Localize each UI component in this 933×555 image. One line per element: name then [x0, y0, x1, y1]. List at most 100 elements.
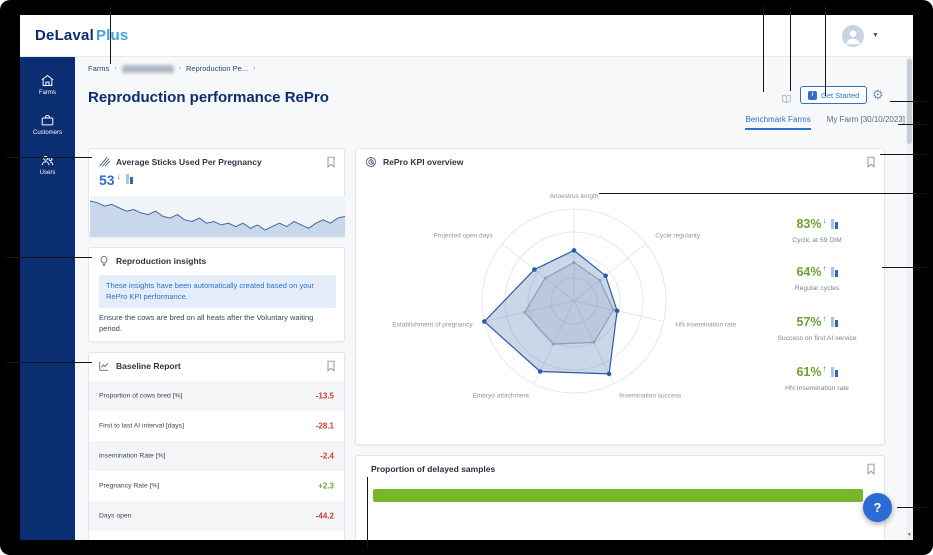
bookmark-icon[interactable] [866, 155, 876, 173]
card-header: Average Sticks Used Per Pregnancy [89, 149, 344, 173]
baseline-delta: -28.1 [315, 421, 334, 431]
svg-text:Embryo attachment: Embryo attachment [473, 393, 530, 400]
trend-down-icon: ↓ [822, 216, 827, 225]
kpi-value: 83% [796, 217, 822, 231]
tab-my-farm[interactable]: My Farm [30/10/2023] [826, 115, 905, 124]
delaval-plus-app-window: DeLaval Plus ▼ Farms Customers Users Farm… [20, 15, 913, 540]
chevron-down-icon[interactable]: ▼ [872, 32, 879, 39]
svg-text:Anoestrus length: Anoestrus length [550, 193, 599, 200]
delayed-samples-card: Proportion of delayed samples [355, 455, 885, 540]
card-title: Proportion of delayed samples [371, 464, 496, 474]
bookmark-icon[interactable] [326, 155, 336, 173]
callout-line [6, 362, 92, 363]
trend-up-icon: ↑ [822, 364, 827, 373]
repro-kpi-overview-card: RePro KPI overview Anoestrus length Cycle… [355, 148, 885, 445]
line-chart-icon [98, 359, 110, 377]
kpi-value-row: 61% ↑ [796, 364, 838, 379]
help-button[interactable]: ? [863, 493, 892, 522]
insights-advice-text: Ensure the cows are bred on all heats af… [99, 313, 314, 334]
card-header: Baseline Report [89, 353, 344, 377]
kpi-hn-insemination-rate: 61% ↑ HN Insemination rate [762, 363, 872, 393]
info-icon: i [808, 90, 817, 100]
mini-bars-icon [125, 174, 133, 184]
card-header: Reproduction insights [89, 248, 344, 272]
kpi-success-first-ai: 57% ↑ Success on first AI service [762, 313, 872, 343]
delayed-bar-track [373, 489, 863, 502]
kpi-value: 61% [796, 365, 822, 379]
sticks-value: 53 [99, 172, 115, 188]
callout-line [898, 124, 927, 125]
baseline-row: Days open -44.2 [89, 501, 344, 531]
baseline-delta: -2.4 [320, 451, 334, 461]
kpi-regular-cycles: 64% ↑ Regular cycles [762, 263, 872, 293]
briefcase-icon [40, 113, 55, 128]
trend-down-icon: ↓ [116, 172, 121, 181]
tab-benchmark-farms[interactable]: Benchmark Farms [745, 115, 811, 130]
baseline-delta: -44.2 [315, 511, 334, 521]
baseline-row: First to last AI interval [days] -28.1 [89, 411, 344, 441]
callout-line [880, 154, 927, 155]
callout-line [599, 193, 927, 194]
scrollbar-down-arrow-icon[interactable]: ▼ [907, 532, 912, 538]
lightbulb-icon [98, 254, 110, 272]
sticks-icon [98, 155, 111, 173]
breadcrumb-item-redacted[interactable] [121, 64, 174, 73]
logo-delaval-text: DeLaval [35, 27, 94, 44]
breadcrumb: Farms › › Reproduction Pe... › [88, 64, 255, 73]
callout-line [367, 477, 368, 549]
baseline-report-card: Baseline Report Proportion of cows bred … [88, 352, 345, 540]
callout-line [882, 267, 927, 268]
baseline-metric-label: Days open [99, 512, 132, 520]
sticks-value-row: 53 ↓ [99, 172, 133, 188]
bookmark-icon[interactable] [866, 462, 876, 480]
baseline-metric-label: First to last AI interval [days] [99, 422, 184, 430]
person-icon [846, 30, 860, 45]
baseline-row: Pregnancy Rate [%] +2.3 [89, 471, 344, 501]
sidebar-item-users[interactable]: Users [20, 149, 75, 180]
reproduction-insights-card: Reproduction insights These insights hav… [88, 247, 345, 342]
baseline-rows: Proportion of cows bred [%] -13.5 First … [89, 381, 344, 531]
svg-text:Cycle regularity: Cycle regularity [655, 233, 701, 240]
baseline-delta: -13.5 [315, 391, 334, 401]
svg-text:HN insemination rate: HN insemination rate [675, 321, 736, 328]
kpi-value-row: 57% ↑ [796, 314, 838, 329]
breadcrumb-item-farms[interactable]: Farms [88, 64, 110, 73]
top-bar: DeLaval Plus ▼ [20, 15, 913, 57]
card-title: RePro KPI overview [383, 157, 464, 167]
breadcrumb-item-current[interactable]: Reproduction Pe... [185, 64, 249, 73]
sidebar-item-farms[interactable]: Farms [20, 69, 75, 100]
settings-gear-icon[interactable]: ⚙ [872, 87, 884, 102]
chevron-right-icon: › [114, 65, 117, 72]
get-started-button[interactable]: i Get Started [800, 86, 868, 104]
sidebar-item-customers[interactable]: Customers [20, 109, 75, 140]
trend-up-icon: ↑ [822, 314, 827, 323]
avg-sticks-card: Average Sticks Used Per Pregnancy 53 ↓ [88, 148, 345, 237]
trend-up-icon: ↑ [822, 264, 827, 273]
page-title: Reproduction performance RePro [88, 89, 329, 106]
user-avatar[interactable] [842, 25, 864, 47]
view-tabs: Benchmark Farms My Farm [30/10/2023] [745, 115, 905, 130]
baseline-row: Proportion of cows bred [%] -13.5 [89, 381, 344, 411]
vertical-scrollbar[interactable]: ▼ [906, 57, 913, 540]
radar-chart-icon [365, 155, 377, 173]
card-header: RePro KPI overview [356, 149, 884, 173]
bookmark-icon[interactable] [326, 359, 336, 377]
learning-book-icon[interactable] [780, 92, 793, 110]
callout-line [763, 6, 764, 92]
chevron-right-icon: › [253, 65, 256, 72]
kpi-value: 57% [796, 315, 822, 329]
kpi-label: Cyclic at 59 DIM [792, 237, 842, 244]
delayed-bar-fill [373, 489, 863, 502]
svg-text:Establishment of pregnancy: Establishment of pregnancy [392, 321, 473, 328]
kpi-label: HN Insemination rate [785, 385, 849, 392]
delaval-plus-logo[interactable]: DeLaval Plus [35, 27, 128, 44]
svg-text:Projected open days: Projected open days [433, 233, 493, 240]
farm-barn-icon [40, 73, 55, 88]
callout-line [110, 6, 111, 64]
mini-bars-icon [830, 219, 838, 229]
callout-line [6, 257, 92, 258]
baseline-metric-label: Pregnancy Rate [%] [99, 482, 160, 490]
callout-line [6, 157, 92, 158]
baseline-metric-label: Insemination Rate [%] [99, 452, 166, 460]
repro-kpi-radar-chart: Anoestrus length Cycle regularity HN insem… [392, 193, 736, 400]
